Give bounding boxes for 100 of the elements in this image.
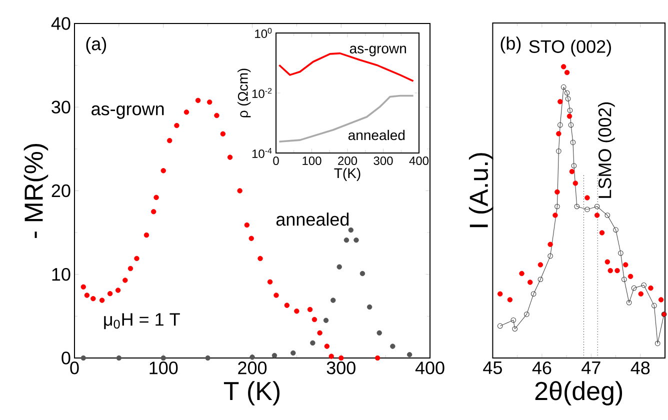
point [195,98,201,104]
point [641,282,646,288]
y-tick-label: 20 [52,184,70,198]
y-axis-title: I (A.u.) [468,153,494,228]
point [538,276,544,282]
point [584,195,590,200]
point [524,312,530,317]
point [307,306,313,312]
point [406,352,412,358]
point [507,297,513,302]
point [338,355,344,361]
point [568,122,574,128]
point [570,140,576,146]
point [317,330,322,336]
point [560,64,566,70]
point [248,236,254,242]
point [390,344,396,349]
point [312,316,318,322]
x-tick-label: 400 [415,362,444,374]
point [569,168,575,174]
point [122,278,128,283]
point [205,355,210,361]
point [604,212,610,218]
point [144,232,150,238]
point [99,298,105,303]
point [214,112,220,118]
point [107,291,113,296]
y-tick-label: 10 [52,268,70,281]
y-axis-title: ρ (Ωcm) [238,68,251,118]
point [354,237,359,243]
x-axis-title: T (K) [224,381,280,406]
point [244,222,250,228]
point [566,114,572,119]
point [558,122,563,128]
point [84,292,90,298]
series-label: as-grown [350,46,406,56]
point [330,298,336,303]
point [294,308,300,314]
x-tick-label: 300 [374,156,393,166]
point [206,100,212,105]
annotation: μ$_{0}$H = 1 T [104,313,180,330]
point [552,212,558,218]
point [556,131,562,136]
point [623,262,628,268]
point [272,352,278,358]
point [548,253,553,259]
point [267,279,273,284]
series-label: annealed [276,212,349,226]
y-axis-title: - MR(%) [24,144,48,238]
point [510,317,516,323]
point [594,212,600,218]
point [160,355,166,361]
point [374,355,380,361]
text: STO (002) [529,40,611,57]
point [604,259,610,264]
annotation: LSMO (002) [598,102,615,198]
y-tick-label: 10$^{-2}$ [252,88,272,98]
point [258,256,263,262]
point [528,280,533,285]
point [80,355,86,361]
y-tick-label: 10$^{0}$ [255,28,272,38]
x-tick-label: 47 [582,362,600,374]
point [184,110,190,115]
point [621,276,627,282]
point [631,285,637,291]
point [151,209,156,214]
point [628,274,634,280]
point [376,330,382,336]
series-label: annealed [348,130,405,140]
point [323,318,329,323]
point [90,296,96,302]
point [134,256,140,262]
point [560,84,566,90]
point [626,300,632,306]
point [366,304,372,310]
point [324,344,330,349]
point [167,138,172,144]
x-axis-title: 2θ(deg) [535,381,622,406]
series-label: as-grown [92,105,164,119]
x-tick-label: 200 [338,156,358,166]
point [618,250,624,256]
x-tick-label: 400 [409,156,429,166]
point [558,99,563,104]
x-tick-label: 45 [483,362,502,374]
x-tick-label: 0 [70,362,79,374]
point [652,302,657,308]
point [116,355,122,361]
point [310,340,316,346]
y-tick-label: 30 [52,100,70,114]
point [565,96,571,102]
point [564,70,570,76]
y-tick-label: 0 [62,352,70,364]
x-tick-label: 200 [238,362,267,374]
point [237,188,242,194]
point [574,204,580,210]
point [348,227,354,233]
point [519,270,524,276]
point [250,354,255,360]
x-tick-label: 300 [326,362,356,374]
point [160,168,166,174]
